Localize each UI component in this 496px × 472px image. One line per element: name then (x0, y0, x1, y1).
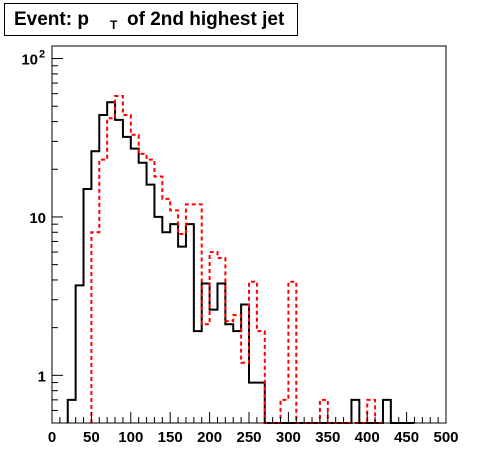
x-tick-label: 100 (118, 429, 143, 446)
x-tick-label: 200 (197, 429, 222, 446)
x-tick-label: 350 (315, 429, 340, 446)
y-tick-label: 1 (38, 368, 46, 385)
x-tick-label: 500 (433, 429, 458, 446)
x-tick-label: 300 (276, 429, 301, 446)
histogram-series-2-dashed (90, 95, 383, 424)
title-subscript: T (110, 18, 118, 32)
x-tick-labels: 0 50 100 150 200 250 300 350 400 450 500 (48, 429, 459, 446)
y-tick-exponent: 2 (39, 49, 45, 61)
histogram-lines (66, 95, 415, 424)
title-suffix: of 2nd highest jet (127, 9, 285, 30)
axis-ticks (51, 58, 447, 424)
histogram-series-1-solid (66, 101, 415, 424)
y-tick-label: 10 (29, 210, 46, 227)
x-tick-label: 0 (48, 429, 56, 446)
x-tick-label: 250 (236, 429, 261, 446)
x-tick-label: 50 (83, 429, 100, 446)
title-prefix: Event: p (14, 9, 89, 30)
chart-title: Event: p T of 2nd highest jet (4, 3, 298, 36)
x-tick-label: 400 (355, 429, 380, 446)
x-tick-label: 450 (394, 429, 419, 446)
y-tick-label: 10 (21, 52, 38, 69)
x-tick-label: 150 (158, 429, 183, 446)
